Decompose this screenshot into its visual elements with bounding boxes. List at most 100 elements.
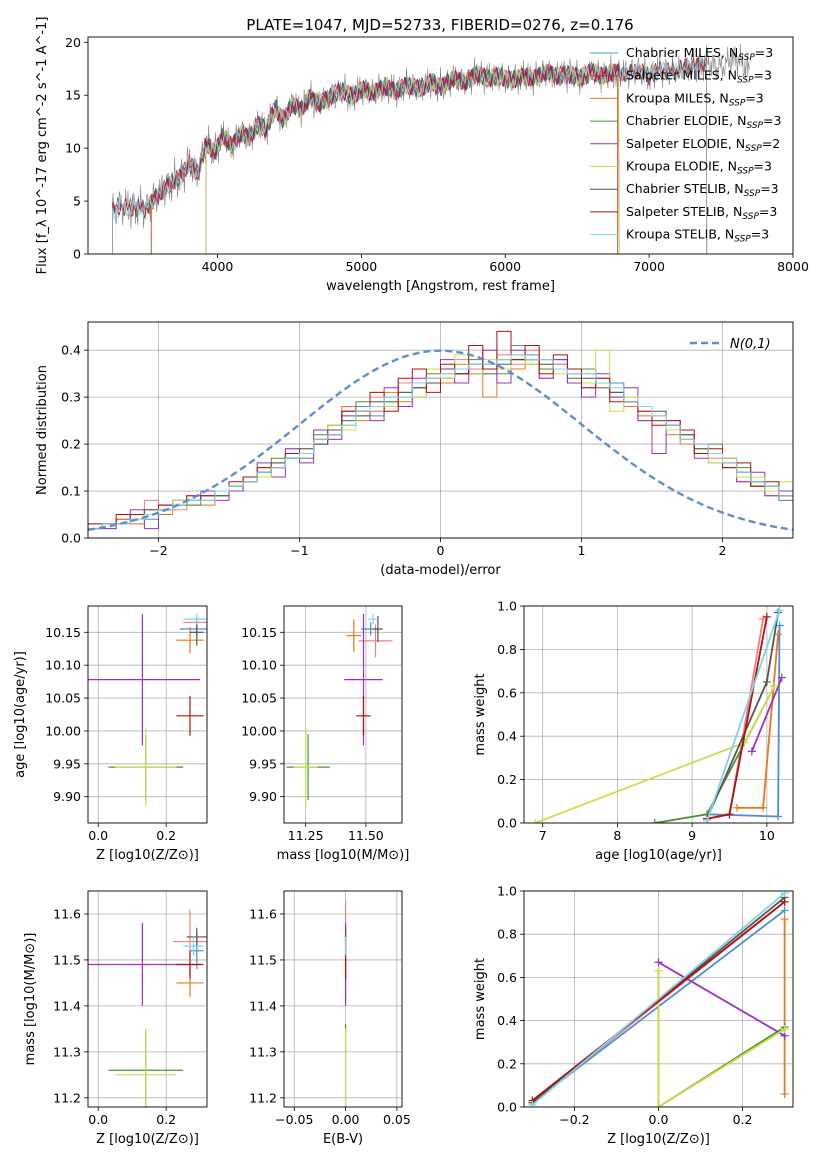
legend-label: N(0,1) [730, 337, 771, 352]
weight-marker [654, 1103, 663, 1107]
legend-label: Kroupa ELODIE, NSSP=3 [626, 159, 772, 177]
x-tick-label: 0.00 [332, 1112, 360, 1127]
spectrum-legend: Chabrier MILES, NSSP=3 Salpeter MILES, NS… [590, 45, 781, 245]
weight-marker [780, 891, 789, 898]
weight-marker [770, 682, 779, 691]
plot-age_vs_mass: 11.25 11.50 9.90 9.95 10.00 10.05 10.10 10.15 ma… [241, 605, 410, 863]
weight-marker [531, 819, 540, 823]
weight-marker [654, 958, 663, 967]
x-tick-label: 11.25 [288, 828, 324, 843]
y-tick-label: 9.90 [53, 789, 81, 804]
weight-marker [780, 897, 789, 906]
axes-frame [523, 890, 794, 1108]
weight-marker [780, 915, 789, 924]
x-tick-label: 0.2 [733, 1112, 753, 1127]
histogram-step [88, 345, 793, 538]
y-tick-label: 0.3 [61, 390, 81, 405]
weight-marker [780, 1090, 789, 1099]
x-tick-label: 0.0 [649, 1112, 669, 1127]
legend-label: Salpeter STELIB, NSSP=3 [626, 204, 777, 222]
y-tick-label: 0.8 [497, 642, 517, 657]
x-axis-label: age [log10(age/yr)] [595, 848, 722, 863]
y-tick-label: 0.4 [497, 1013, 517, 1028]
y-tick-label: 0.4 [61, 343, 81, 358]
y-tick-label: 9.95 [53, 756, 81, 771]
weight-marker [703, 816, 712, 823]
y-tick-label: 10.00 [45, 723, 81, 738]
weight-marker [528, 1100, 537, 1107]
x-tick-label: 9 [688, 828, 696, 843]
figure-title: PLATE=1047, MJD=52733, FIBERID=0276, z=0… [246, 16, 633, 34]
x-tick-label: −0.05 [275, 1112, 313, 1127]
axes-frame [87, 321, 794, 539]
y-axis-label: mass [log10(M/M⊙)] [23, 933, 38, 1066]
x-tick-label: 11.50 [348, 828, 384, 843]
legend-label: Kroupa STELIB, NSSP=3 [626, 227, 769, 245]
y-tick-label: 0.2 [61, 437, 81, 452]
x-tick-label: −1 [290, 543, 308, 558]
y-tick-label: 9.90 [249, 789, 277, 804]
weight-marker [747, 747, 756, 756]
normal-curve [88, 349, 793, 531]
y-tick-label: 1.0 [497, 599, 517, 614]
x-axis-label: Z [log10(Z/Z⊙)] [96, 848, 199, 863]
y-axis-label: mass weight [473, 673, 488, 755]
x-axis-label: Z [log10(Z/Z⊙)] [96, 1132, 199, 1147]
y-tick-label: 0.4 [497, 729, 517, 744]
y-tick-label: 10.10 [241, 658, 277, 673]
weight-marker [774, 812, 783, 821]
weight-lines [531, 606, 786, 823]
plot-mass_weight_vs_Z: −0.2 0.0 0.2 0.0 0.2 0.4 0.6 0.8 1.0 Z [log10(Z/Z… [473, 884, 794, 1147]
x-tick-label: 1 [578, 543, 586, 558]
legend-label: Chabrier MILES, NSSP=3 [626, 45, 773, 63]
weight-lines [528, 891, 789, 1107]
weight-marker [780, 906, 789, 915]
y-axis-label: mass weight [473, 958, 488, 1040]
x-axis-label: Z [log10(Z/Z⊙)] [607, 1132, 710, 1147]
y-tick-label: 9.95 [249, 756, 277, 771]
x-tick-label: 0.2 [156, 1112, 176, 1127]
weight-marker [759, 803, 768, 812]
y-axis-label: age [log10(age/yr)] [13, 651, 28, 778]
plot-spectrum: 4000 5000 6000 7000 8000 0 5 10 15 20 wavelength [… [35, 17, 809, 294]
x-tick-label: 0.0 [88, 828, 108, 843]
y-tick-label: 11.5 [249, 952, 277, 967]
weight-marker [780, 1025, 789, 1034]
plot-residuals: −2 −1 0 1 2 0.0 0.1 0.2 0.3 0.4 (data-model)/error… [35, 321, 794, 578]
x-axis-label: wavelength [Angstrom, rest frame] [326, 279, 555, 294]
y-tick-label: 0.6 [497, 970, 517, 985]
y-tick-label: 20 [65, 35, 81, 50]
histogram-step [88, 354, 793, 538]
y-tick-label: 0.6 [497, 685, 517, 700]
y-axis-label: Flux [f_λ 10^-17 erg cm^-2 s^-1 A^-1] [35, 17, 50, 275]
plot-mass_vs_EBV: −0.05 0.00 0.05 11.2 11.3 11.4 11.5 11.6 E(B-V) [249, 890, 411, 1147]
plot-age_vs_Z: 0.0 0.2 9.90 9.95 10.00 10.05 10.10 10.15 Z [log… [13, 605, 208, 863]
x-tick-label: 2 [719, 543, 727, 558]
legend-label: Salpeter ELODIE, NSSP=2 [626, 136, 780, 154]
x-tick-label: 5000 [345, 259, 377, 274]
weight-line [657, 970, 786, 1107]
x-tick-label: −2 [149, 543, 167, 558]
y-tick-label: 0.0 [497, 816, 517, 831]
y-tick-label: 10.05 [241, 691, 277, 706]
errorbars [88, 613, 207, 807]
x-tick-label: 7 [539, 828, 547, 843]
x-tick-label: 8000 [777, 259, 809, 274]
y-tick-label: 0.8 [497, 927, 517, 942]
axes-frame [283, 890, 403, 1108]
y-tick-label: 10.00 [241, 723, 277, 738]
x-tick-label: 10 [759, 828, 775, 843]
y-tick-label: 11.2 [53, 1090, 81, 1105]
legend-label: Salpeter MILES, NSSP=3 [626, 68, 772, 86]
y-tick-label: 10.10 [45, 658, 81, 673]
weight-line [658, 961, 786, 1037]
y-tick-label: 11.4 [53, 998, 81, 1013]
weight-line [531, 892, 786, 1106]
y-tick-label: 10.05 [45, 691, 81, 706]
x-tick-label: 0.2 [156, 828, 176, 843]
x-axis-label: mass [log10(M/M⊙)] [277, 848, 410, 863]
model-spectrum-line [150, 63, 618, 254]
axes-frame [87, 890, 208, 1108]
y-tick-label: 11.3 [249, 1044, 277, 1059]
